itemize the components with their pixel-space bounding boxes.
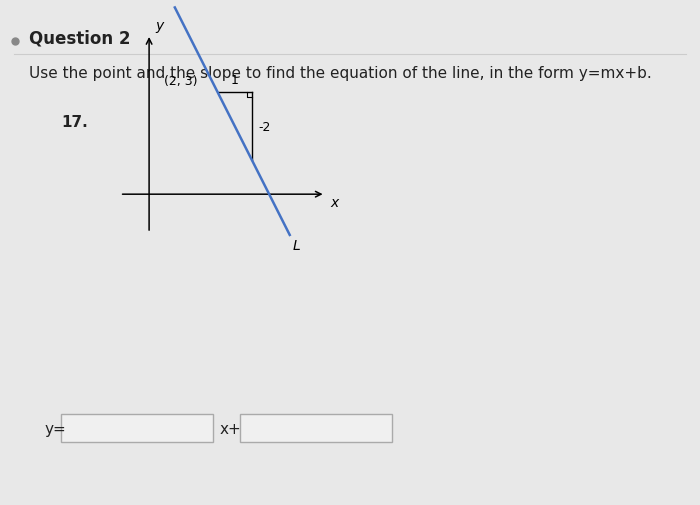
Text: y: y: [155, 19, 163, 33]
Text: L: L: [293, 239, 300, 252]
Text: Use the point and the slope to find the equation of the line, in the form y=mx+b: Use the point and the slope to find the …: [29, 66, 651, 81]
Text: y=: y=: [44, 422, 66, 436]
Text: 17.: 17.: [61, 115, 88, 130]
FancyBboxPatch shape: [240, 415, 392, 442]
Text: Question 2: Question 2: [29, 29, 130, 47]
Text: -2: -2: [258, 121, 270, 133]
FancyBboxPatch shape: [61, 415, 213, 442]
Text: x: x: [330, 195, 339, 210]
Text: (2, 3): (2, 3): [164, 75, 197, 88]
Text: 1: 1: [231, 73, 239, 86]
Text: x+: x+: [220, 422, 242, 436]
